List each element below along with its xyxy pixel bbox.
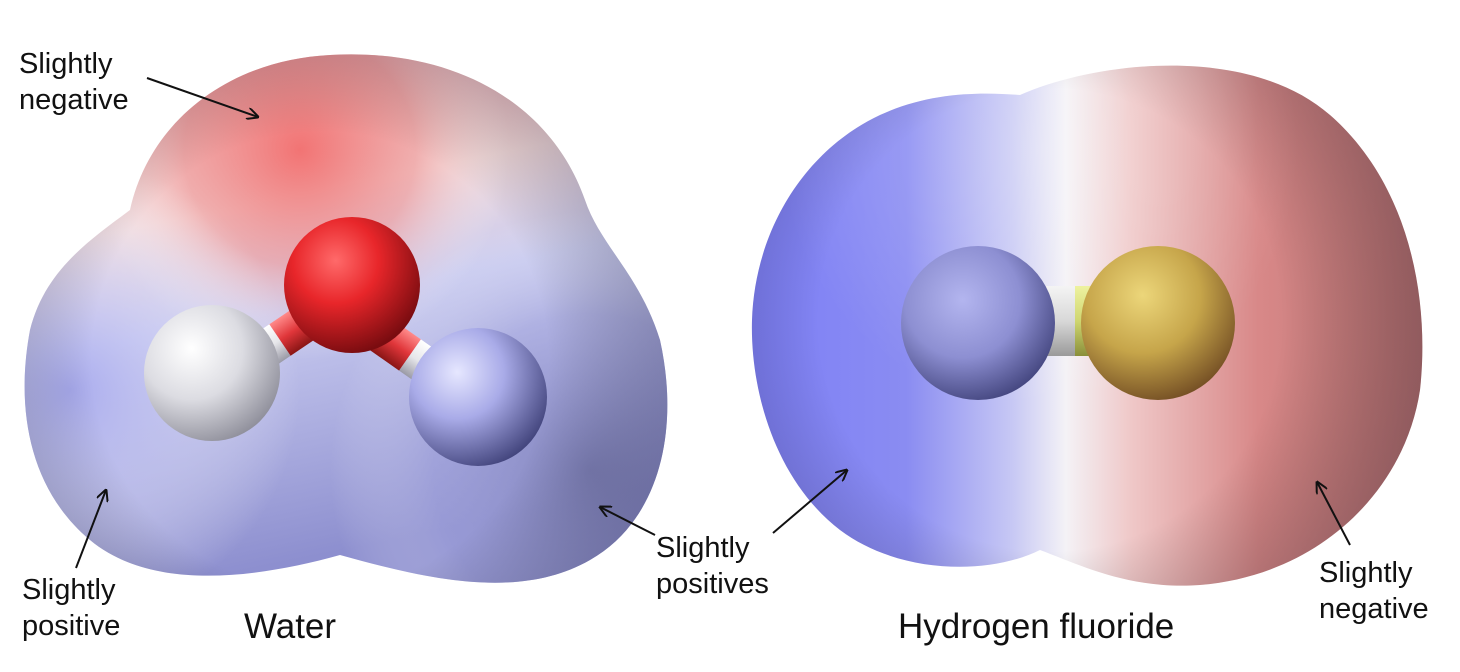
water-positive-left-label-line2: positive xyxy=(22,610,121,642)
arrow-water-negative xyxy=(146,77,258,117)
water-oxygen-atom xyxy=(284,217,420,353)
water-molecule-model xyxy=(144,217,547,466)
water-negative-label: Slightly negative xyxy=(19,46,129,118)
hf-negative-label-line1: Slightly xyxy=(1319,557,1413,589)
water-title: Water xyxy=(244,607,337,646)
hf-fluorine-atom xyxy=(1081,246,1235,400)
hf-negative-label-line2: negative xyxy=(1319,593,1429,625)
shared-positive-label-line2: positives xyxy=(656,568,768,600)
arrow-water-positive-right xyxy=(600,507,656,536)
water-hydrogen-left-atom xyxy=(144,305,280,441)
annotation-arrows xyxy=(75,77,1351,569)
arrow-water-positive-left xyxy=(75,490,106,569)
arrow-hf-positive xyxy=(772,470,847,534)
hf-molecule-model xyxy=(901,246,1235,400)
water-positive-left-label: Slightly positive xyxy=(22,572,120,644)
water-hydrogen-right-atom xyxy=(409,328,547,466)
water-positive-left-label-line1: Slightly xyxy=(22,574,116,606)
water-negative-label-line2: negative xyxy=(19,84,129,116)
arrow-hf-negative xyxy=(1317,482,1351,546)
shared-positive-label: Slightly positives xyxy=(656,530,768,602)
shared-positive-label-line1: Slightly xyxy=(656,532,750,564)
hf-negative-label: Slightly negative xyxy=(1319,555,1429,627)
hf-title: Hydrogen fluoride xyxy=(898,607,1175,646)
water-negative-label-line1: Slightly xyxy=(19,48,113,80)
hf-hydrogen-atom xyxy=(901,246,1055,400)
